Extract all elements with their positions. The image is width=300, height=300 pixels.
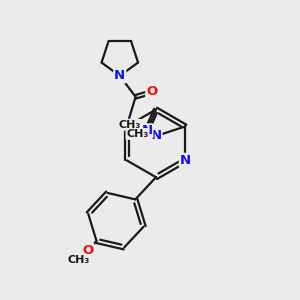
Text: O: O — [82, 244, 93, 257]
Text: N: N — [114, 69, 125, 82]
Text: N: N — [180, 154, 191, 167]
Text: N: N — [150, 130, 161, 142]
Text: N: N — [141, 124, 152, 137]
Text: O: O — [146, 85, 158, 98]
Text: CH₃: CH₃ — [118, 120, 140, 130]
Text: CH₃: CH₃ — [126, 129, 148, 139]
Text: CH₃: CH₃ — [68, 255, 90, 265]
